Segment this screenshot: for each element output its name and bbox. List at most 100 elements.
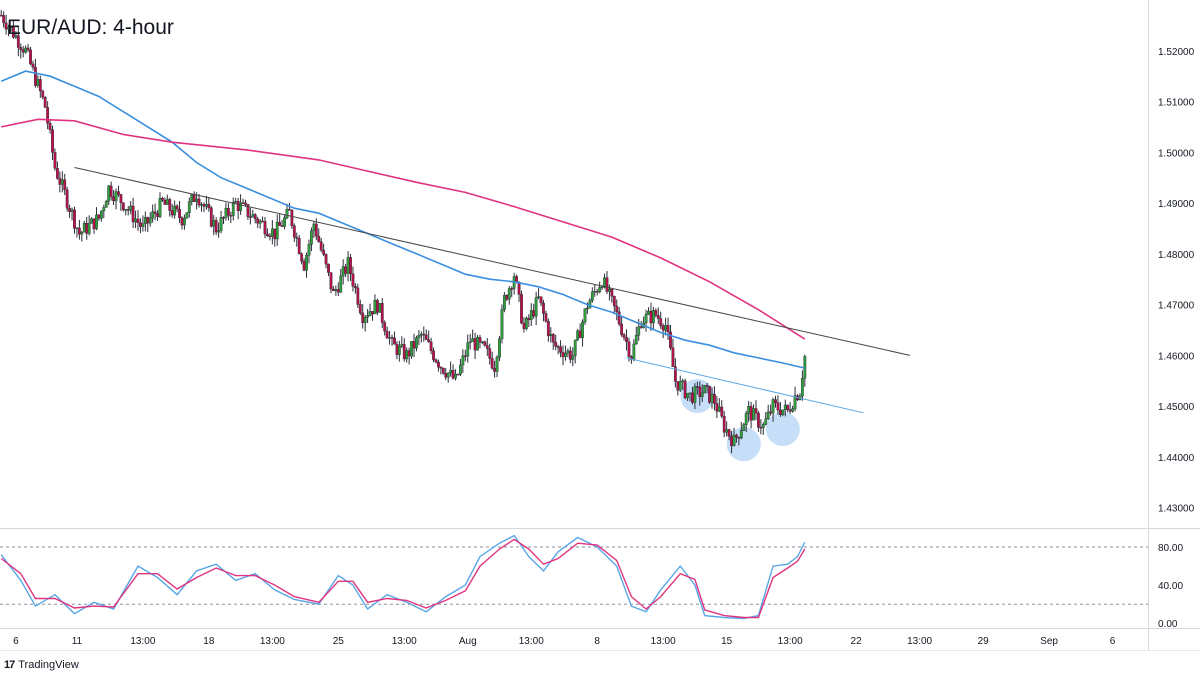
candle-body-down — [561, 352, 565, 358]
candle-body-up — [681, 380, 685, 383]
tradingview-brand[interactable]: 17 TradingView — [4, 659, 79, 671]
candle-body-down — [659, 318, 663, 326]
candle-body-up — [524, 317, 528, 329]
candle-body-down — [627, 341, 631, 357]
time-tick-label: 13:00 — [392, 636, 417, 647]
candle-body-down — [236, 201, 240, 212]
candle-body-down — [483, 341, 487, 346]
candle-body-down — [691, 392, 694, 403]
candle-body-down — [119, 194, 123, 204]
candle-body-up — [183, 217, 186, 226]
candle-body-down — [473, 338, 477, 351]
candle-body-up — [664, 325, 667, 331]
candle-body-down — [559, 346, 562, 353]
candle-body-up — [598, 287, 602, 293]
candle-body-down — [544, 313, 548, 322]
tradingview-logo-icon: 17 — [4, 659, 15, 671]
candle-body-up — [200, 204, 203, 206]
candle-body-down — [170, 210, 174, 216]
time-tick-label: 13:00 — [651, 636, 676, 647]
time-tick-label: 22 — [851, 636, 863, 647]
candle-body-up — [82, 223, 86, 233]
candle-body-up — [143, 217, 147, 224]
candle-body-up — [459, 364, 462, 375]
price-tick-label: 1.46000 — [1158, 351, 1195, 362]
candle-body-down — [126, 209, 130, 211]
candle-body-up — [36, 79, 40, 86]
candle-body-down — [532, 310, 536, 317]
candle-body-up — [600, 286, 604, 289]
candle-body-down — [786, 404, 790, 410]
candle-body-down — [722, 415, 726, 433]
price-tick-label: 1.48000 — [1158, 250, 1195, 261]
candle-body-up — [744, 413, 748, 425]
candle-body-down — [280, 225, 284, 227]
stochastic-line — [0, 538, 806, 619]
candle-body-down — [43, 96, 47, 108]
candle-body-down — [546, 321, 550, 337]
candle-body-up — [583, 308, 587, 323]
candle-body-up — [466, 342, 470, 357]
candle-body-up — [114, 191, 118, 202]
candle-body-up — [258, 220, 262, 224]
candle-body-down — [56, 168, 59, 179]
candle-body-down — [31, 63, 35, 68]
candle-body-up — [104, 201, 108, 208]
candle-body-up — [224, 208, 228, 218]
candle-body-down — [21, 49, 25, 53]
candle-body-down — [774, 399, 777, 403]
candle-body-down — [302, 261, 306, 271]
chart-title: EUR/AUD: 4-hour — [7, 16, 174, 39]
candle-body-down — [654, 310, 658, 316]
candle-body-down — [617, 311, 621, 325]
candle-body-down — [197, 198, 201, 206]
candle-body-down — [246, 204, 250, 217]
candle-body-down — [730, 436, 733, 447]
candle-body-down — [77, 227, 81, 235]
candle-body-down — [332, 288, 335, 292]
candle-body-up — [165, 199, 169, 205]
candle-body-up — [461, 355, 465, 366]
candle-body-up — [725, 429, 729, 433]
candle-body-down — [424, 334, 428, 340]
candle-body-up — [449, 369, 453, 374]
candle-body-down — [754, 408, 758, 414]
candle-body-up — [173, 205, 177, 216]
candle-body-up — [305, 255, 308, 271]
candle-body-down — [207, 204, 211, 209]
candle-body-down — [568, 350, 572, 360]
candle-body-down — [683, 380, 687, 399]
candle-body-down — [229, 215, 233, 217]
candle-body-up — [468, 341, 472, 344]
candle-body-up — [283, 217, 286, 227]
candle-body-down — [788, 409, 792, 412]
candle-body-up — [766, 411, 770, 419]
candle-body-up — [363, 316, 367, 324]
candle-body-up — [771, 399, 775, 414]
candle-body-down — [393, 337, 396, 345]
time-tick-label: 13:00 — [778, 636, 803, 647]
candle-body-up — [231, 202, 235, 216]
candle-body-up — [410, 341, 413, 357]
time-tick-label: 11 — [72, 636, 83, 647]
candle-body-up — [270, 228, 274, 237]
candle-body-down — [244, 202, 247, 205]
candle-body-down — [97, 214, 101, 219]
candle-body-down — [109, 185, 113, 197]
candle-body-down — [344, 266, 348, 274]
candle-body-down — [146, 217, 150, 224]
candle-body-up — [647, 310, 650, 315]
candle-body-down — [131, 205, 135, 223]
candle-body-down — [268, 235, 272, 238]
candle-body-down — [517, 281, 521, 295]
candle-body-down — [510, 288, 514, 290]
time-tick-label: 13:00 — [130, 636, 155, 647]
candle-body-up — [703, 385, 707, 394]
candle-body-up — [644, 314, 648, 324]
candle-body-up — [148, 217, 152, 224]
candle-body-down — [639, 326, 643, 328]
candle-body-down — [666, 325, 670, 333]
candle-body-down — [278, 221, 282, 226]
candle-body-down — [380, 303, 384, 323]
